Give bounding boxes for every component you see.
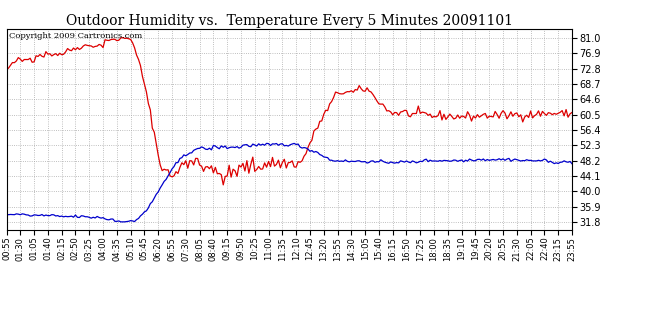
Title: Outdoor Humidity vs.  Temperature Every 5 Minutes 20091101: Outdoor Humidity vs. Temperature Every 5…	[66, 14, 513, 28]
Text: Copyright 2009 Cartronics.com: Copyright 2009 Cartronics.com	[9, 32, 142, 40]
